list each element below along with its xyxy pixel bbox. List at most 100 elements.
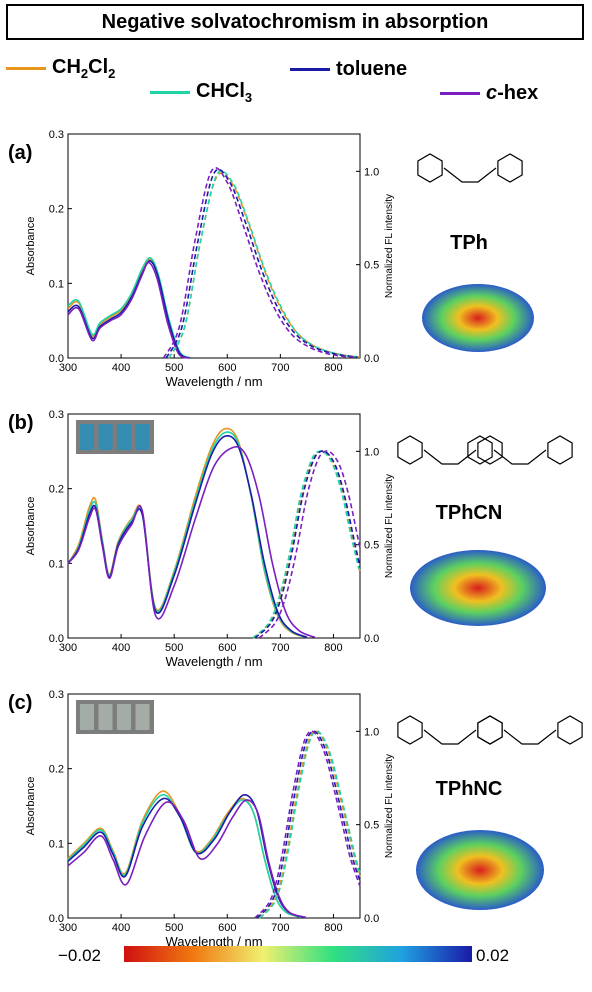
colorbar xyxy=(124,946,472,962)
x-axis-label: Wavelength / nm xyxy=(165,374,262,389)
cuvette-vial xyxy=(135,704,150,730)
legend-swatch xyxy=(150,91,190,94)
y-axis-label: Absorbance xyxy=(25,777,37,836)
esp-map-tphnc xyxy=(416,830,544,910)
x-tick-label: 600 xyxy=(218,642,236,654)
legend-item-ch2cl2: CH2Cl2 xyxy=(6,56,115,81)
legend-label: c-hex xyxy=(486,82,539,104)
cuvette-vial xyxy=(98,424,113,450)
legend-item-chcl3: CHCl3 xyxy=(150,80,252,105)
fl-series-line xyxy=(254,730,361,919)
x-tick-label: 300 xyxy=(59,362,77,374)
esp-map-tph xyxy=(422,284,534,352)
abs-series-line xyxy=(67,799,307,919)
legend-item-chex: c-hex xyxy=(440,82,538,105)
fl-series-line xyxy=(256,730,361,919)
y2-tick-label: 0.0 xyxy=(364,913,379,925)
molecule-structure-tphnc xyxy=(397,715,423,745)
abs-series-line xyxy=(67,434,308,639)
molecule-structure-tphnc xyxy=(423,729,477,745)
y-tick-label: 0.2 xyxy=(49,204,64,216)
molecule-structure-tphcn xyxy=(397,435,423,465)
fl-series-line xyxy=(168,170,361,359)
figure-title: Negative solvatochromism in absorption xyxy=(6,4,584,40)
x-tick-label: 700 xyxy=(271,362,289,374)
panel-label-a: (a) xyxy=(8,142,33,164)
y-tick-label: 0.3 xyxy=(49,689,64,701)
legend-label: toluene xyxy=(336,58,408,80)
y2-tick-label: 0.5 xyxy=(364,260,379,272)
molecule-structure-tph xyxy=(443,167,497,183)
y2-tick-label: 0.5 xyxy=(364,540,379,552)
x-tick-label: 400 xyxy=(112,642,130,654)
molecule-structure-tphcn xyxy=(493,449,547,465)
abs-series-line xyxy=(67,261,190,359)
molecule-structure-tphnc xyxy=(477,715,503,745)
y2-tick-label: 0.5 xyxy=(364,820,379,832)
molecule-structure-tphnc xyxy=(503,729,557,745)
legend-swatch xyxy=(6,67,46,70)
esp-map-tphcn xyxy=(410,550,546,626)
molecule-structure-tphcn xyxy=(423,449,477,465)
y-tick-label: 0.1 xyxy=(49,558,64,570)
fl-series-line xyxy=(254,450,361,639)
abs-series-line xyxy=(67,446,316,639)
molecule-name-tphnc: TPhNC xyxy=(435,778,503,800)
cuvette-vial xyxy=(98,704,113,730)
molecule-structure-tph xyxy=(417,153,443,183)
abs-series-line xyxy=(67,258,191,359)
x-tick-label: 700 xyxy=(271,922,289,934)
molecule-structure-tphcn xyxy=(467,435,493,465)
plot-frame xyxy=(67,413,361,639)
x-tick-label: 800 xyxy=(324,362,342,374)
y-axis-label: Absorbance xyxy=(25,497,37,556)
legend-swatch xyxy=(290,68,330,71)
legend-swatch xyxy=(440,92,480,95)
x-tick-label: 400 xyxy=(112,922,130,934)
colorbar-min-label: −0.02 xyxy=(58,946,102,965)
molecule-name-tphcn: TPhCN xyxy=(435,502,503,524)
y-tick-label: 0.1 xyxy=(49,838,64,850)
y-tick-label: 0.1 xyxy=(49,278,64,290)
plot-frame xyxy=(67,693,361,919)
y-tick-label: 0.3 xyxy=(49,409,64,421)
abs-series-line xyxy=(67,257,191,359)
y-tick-label: 0.0 xyxy=(49,913,64,925)
y2-axis-label: Normalized FL intensity xyxy=(384,754,395,858)
fl-series-line xyxy=(165,168,358,359)
x-axis-label: Wavelength / nm xyxy=(165,654,262,669)
abs-series-line xyxy=(67,431,308,639)
y2-axis-label: Normalized FL intensity xyxy=(384,474,395,578)
legend-label: CH2Cl2 xyxy=(52,56,116,81)
molecule-structure-tphnc xyxy=(477,715,503,745)
y-tick-label: 0.2 xyxy=(49,764,64,776)
x-tick-label: 400 xyxy=(112,362,130,374)
panel-label-b: (b) xyxy=(8,412,34,434)
molecule-structure-tphcn xyxy=(547,435,573,465)
x-tick-label: 700 xyxy=(271,642,289,654)
cuvette-vial xyxy=(117,704,131,730)
y2-tick-label: 1.0 xyxy=(364,166,379,178)
y2-axis-label: Normalized FL intensity xyxy=(384,194,395,298)
x-tick-label: 500 xyxy=(165,362,183,374)
x-tick-label: 500 xyxy=(165,642,183,654)
y-tick-label: 0.0 xyxy=(49,353,64,365)
y-tick-label: 0.0 xyxy=(49,633,64,645)
x-tick-label: 300 xyxy=(59,922,77,934)
y2-tick-label: 1.0 xyxy=(364,446,379,458)
plot-frame xyxy=(67,133,361,359)
legend-label: CHCl3 xyxy=(196,80,253,105)
y2-tick-label: 0.0 xyxy=(364,353,379,365)
y-axis-label: Absorbance xyxy=(25,217,37,276)
panel-label-c: (c) xyxy=(8,692,33,714)
x-axis-label: Wavelength / nm xyxy=(165,934,262,949)
colorbar-max-label: 0.02 xyxy=(476,946,510,965)
fl-series-line xyxy=(259,730,361,919)
abs-series-line xyxy=(67,794,305,919)
cuvette-vial xyxy=(80,704,94,730)
molecule-name-tph: TPh xyxy=(450,232,488,254)
molecule-structure-tph xyxy=(497,153,523,183)
fl-series-line xyxy=(162,167,355,359)
x-tick-label: 300 xyxy=(59,642,77,654)
x-tick-label: 600 xyxy=(218,922,236,934)
